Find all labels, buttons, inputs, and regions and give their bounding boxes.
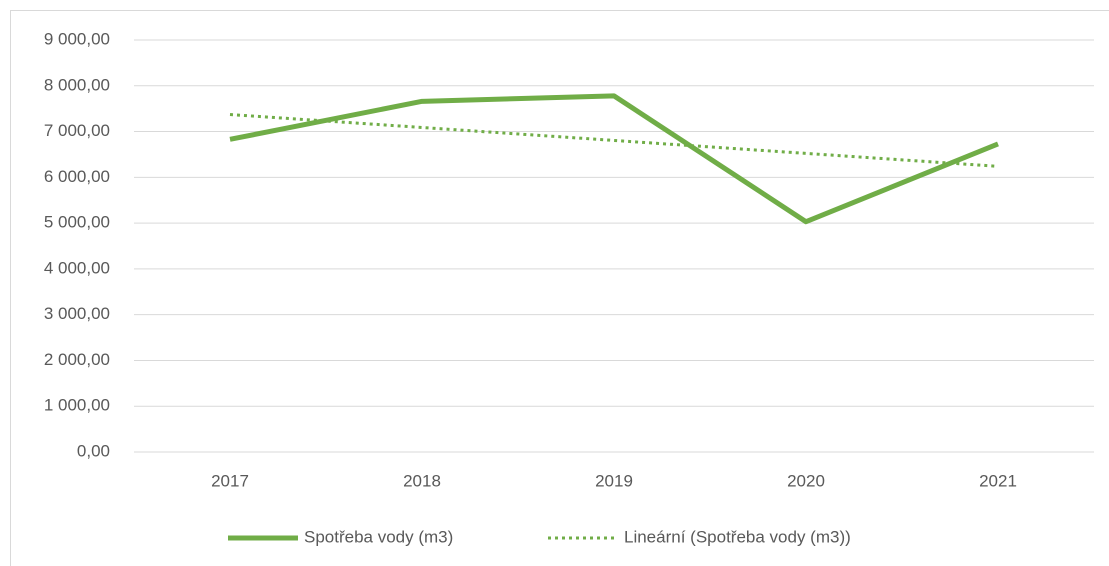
y-tick-label: 4 000,00: [44, 258, 110, 277]
data-line: [229, 93, 999, 225]
x-tick-label: 2019: [595, 471, 633, 490]
trend-line: [229, 113, 999, 168]
y-tick-label: 3 000,00: [44, 304, 110, 323]
legend-label: Lineární (Spotřeba vody (m3)): [624, 527, 851, 546]
legend-label: Spotřeba vody (m3): [304, 527, 453, 546]
chart-frame: [10, 10, 1109, 566]
y-tick-label: 7 000,00: [44, 121, 110, 140]
y-tick-label: 8 000,00: [44, 75, 110, 94]
y-tick-label: 2 000,00: [44, 350, 110, 369]
y-tick-label: 5 000,00: [44, 213, 110, 232]
x-tick-label: 2018: [403, 471, 441, 490]
y-tick-label: 9 000,00: [44, 29, 110, 48]
x-tick-label: 2021: [979, 471, 1017, 490]
y-tick-label: 6 000,00: [44, 167, 110, 186]
x-tick-label: 2020: [787, 471, 825, 490]
x-tick-label: 2017: [211, 471, 249, 490]
y-tick-label: 1 000,00: [44, 396, 110, 415]
y-tick-label: 0,00: [77, 441, 110, 460]
